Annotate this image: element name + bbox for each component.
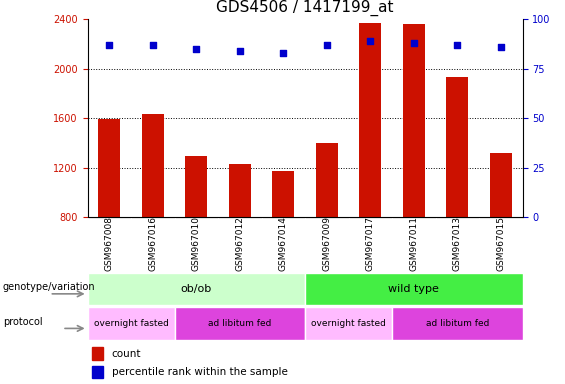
Text: GSM967009: GSM967009 xyxy=(323,216,331,271)
Point xyxy=(496,44,505,50)
Text: percentile rank within the sample: percentile rank within the sample xyxy=(111,367,288,377)
Text: GSM967008: GSM967008 xyxy=(105,216,114,271)
Text: ob/ob: ob/ob xyxy=(181,284,212,294)
Bar xyxy=(359,23,381,217)
Point xyxy=(148,42,157,48)
Point xyxy=(322,42,331,48)
Point xyxy=(236,48,245,54)
Bar xyxy=(175,307,305,340)
Point xyxy=(453,42,462,48)
Point xyxy=(279,50,288,56)
Text: GSM967014: GSM967014 xyxy=(279,217,288,271)
Text: GSM967013: GSM967013 xyxy=(453,216,462,271)
Bar xyxy=(305,307,392,340)
Bar xyxy=(490,153,512,217)
Text: count: count xyxy=(111,349,141,359)
Text: GSM967010: GSM967010 xyxy=(192,216,201,271)
Bar xyxy=(88,307,175,340)
Text: ad libitum fed: ad libitum fed xyxy=(208,319,272,328)
Bar xyxy=(92,347,103,360)
Point xyxy=(105,42,114,48)
Text: GSM967012: GSM967012 xyxy=(236,217,244,271)
Text: wild type: wild type xyxy=(388,284,440,294)
Bar xyxy=(305,273,523,305)
Text: genotype/variation: genotype/variation xyxy=(3,282,95,292)
Bar xyxy=(272,171,294,217)
Text: overnight fasted: overnight fasted xyxy=(311,319,386,328)
Point xyxy=(409,40,418,46)
Bar xyxy=(185,156,207,217)
Bar xyxy=(88,273,305,305)
Text: GSM967017: GSM967017 xyxy=(366,216,375,271)
Bar xyxy=(316,143,338,217)
Title: GDS4506 / 1417199_at: GDS4506 / 1417199_at xyxy=(216,0,394,17)
Text: GSM967015: GSM967015 xyxy=(497,216,505,271)
Bar xyxy=(446,77,468,217)
Text: GSM967016: GSM967016 xyxy=(149,216,157,271)
Bar xyxy=(403,24,425,217)
Bar xyxy=(92,366,103,378)
Text: protocol: protocol xyxy=(3,317,42,327)
Bar xyxy=(142,114,164,217)
Point xyxy=(366,38,375,44)
Point xyxy=(192,46,201,52)
Bar xyxy=(392,307,523,340)
Text: overnight fasted: overnight fasted xyxy=(94,319,168,328)
Text: GSM967011: GSM967011 xyxy=(410,216,418,271)
Text: ad libitum fed: ad libitum fed xyxy=(425,319,489,328)
Bar xyxy=(98,119,120,217)
Bar xyxy=(229,164,251,217)
